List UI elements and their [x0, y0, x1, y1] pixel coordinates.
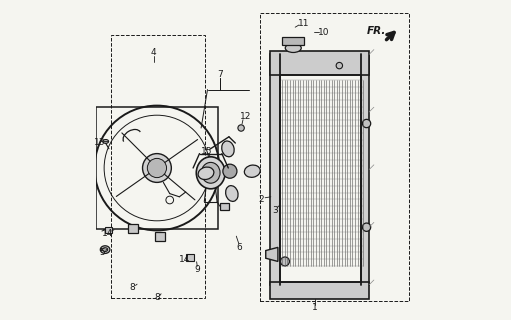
- Bar: [361, 54, 369, 285]
- Text: 3: 3: [272, 206, 277, 215]
- Text: 14: 14: [102, 229, 113, 238]
- Bar: [270, 282, 369, 299]
- Bar: [270, 54, 280, 285]
- Ellipse shape: [103, 140, 109, 143]
- Circle shape: [336, 62, 342, 69]
- Bar: [111, 35, 205, 298]
- Text: 8: 8: [154, 293, 160, 302]
- Circle shape: [238, 125, 244, 131]
- Circle shape: [223, 164, 237, 178]
- Circle shape: [224, 169, 233, 177]
- Text: 5: 5: [100, 248, 105, 257]
- Bar: [260, 13, 409, 301]
- Text: 15: 15: [201, 147, 213, 156]
- Ellipse shape: [196, 157, 225, 189]
- Text: FR.: FR.: [367, 26, 386, 36]
- Circle shape: [362, 223, 370, 231]
- Bar: [105, 227, 112, 233]
- Circle shape: [362, 119, 370, 128]
- Ellipse shape: [198, 167, 214, 180]
- Text: 7: 7: [217, 70, 222, 79]
- Bar: [270, 51, 369, 75]
- Text: 1: 1: [312, 303, 317, 312]
- Bar: [155, 232, 165, 241]
- Circle shape: [281, 257, 289, 266]
- Ellipse shape: [285, 44, 301, 52]
- Bar: [185, 254, 194, 261]
- Text: 13: 13: [94, 138, 105, 147]
- Bar: [128, 224, 138, 233]
- Ellipse shape: [100, 246, 110, 253]
- Ellipse shape: [201, 162, 220, 183]
- Text: 11: 11: [298, 19, 310, 28]
- Circle shape: [143, 154, 171, 182]
- Circle shape: [147, 158, 167, 178]
- Text: 2: 2: [259, 195, 264, 204]
- Bar: [96, 107, 218, 229]
- Text: 14: 14: [179, 255, 190, 264]
- Text: 8: 8: [129, 283, 135, 292]
- Ellipse shape: [222, 141, 234, 157]
- Text: 9: 9: [194, 265, 200, 274]
- Text: 10: 10: [318, 28, 329, 37]
- Text: 6: 6: [236, 243, 242, 252]
- Text: 4: 4: [151, 48, 156, 57]
- Bar: [282, 37, 305, 45]
- Ellipse shape: [226, 186, 238, 201]
- Polygon shape: [266, 247, 278, 261]
- Ellipse shape: [244, 165, 260, 177]
- Ellipse shape: [103, 248, 108, 252]
- Bar: [220, 203, 229, 210]
- Text: 12: 12: [240, 112, 251, 121]
